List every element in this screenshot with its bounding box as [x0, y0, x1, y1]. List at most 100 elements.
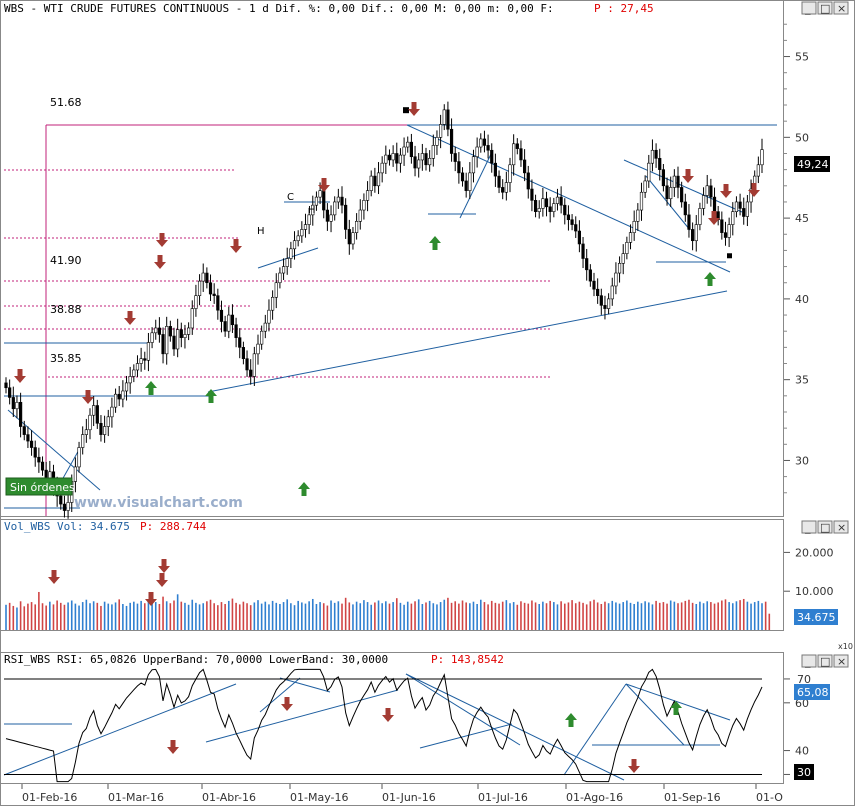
candle-body: [263, 322, 267, 332]
candle-body: [373, 175, 377, 187]
candle-body: [190, 308, 194, 329]
rsi-maximize-button[interactable]: [817, 654, 833, 668]
orders-badge[interactable]: [5, 477, 73, 496]
candle-body: [428, 158, 432, 166]
candle-body: [296, 235, 300, 242]
rsi-header: RSI_WBS RSI: 65,0826 UpperBand: 70,0000 …: [4, 653, 388, 666]
candle-body: [8, 387, 12, 398]
price-header-p: P : 27,45: [594, 2, 654, 15]
candle-body: [515, 143, 519, 149]
volume-close-button[interactable]: [833, 520, 849, 534]
date-tick-label: 01-Jun-16: [382, 791, 436, 804]
price-pane: [0, 0, 784, 517]
sell-signal-arrow: [156, 233, 168, 247]
volume-tick-label: 20.000: [795, 546, 834, 559]
volume-bars: [5, 591, 771, 630]
sell-signal-arrow: [382, 708, 394, 722]
level-label: 41.90: [50, 254, 82, 267]
rsi-line-b: [259, 677, 301, 713]
candle-body: [497, 175, 501, 188]
candle-body: [227, 314, 231, 332]
candle-body: [172, 335, 176, 350]
sell-signal-arrow: [48, 570, 60, 584]
candle-body: [26, 434, 30, 442]
sell-signal-arrow: [230, 239, 242, 253]
volume-last-value: 34.675: [797, 611, 836, 624]
candle-body: [205, 272, 209, 284]
rsi-rising-line-1: [3, 683, 237, 776]
rsi-close-button[interactable]: [833, 654, 849, 668]
buy-signal-arrow: [205, 389, 217, 403]
rsi-minimize-icon: _: [804, 655, 811, 668]
candle-body: [230, 314, 235, 326]
candle-body: [442, 109, 446, 125]
price-tick-label: 35: [795, 374, 809, 387]
orders-badge-label: Sin órdenes: [10, 481, 75, 494]
maximize-button[interactable]: [817, 1, 833, 15]
rsi-falling-line-2: [405, 673, 521, 746]
sell-signal-arrow: [682, 169, 694, 183]
sell-signal-arrow: [167, 740, 179, 754]
candle-body: [322, 190, 326, 211]
candle-body: [135, 363, 140, 371]
candle-body: [555, 196, 560, 204]
rsi-minimize-button[interactable]: [801, 654, 817, 668]
candle-body: [745, 201, 749, 217]
price-axis: 30 35 40 45 50 55: [784, 23, 809, 494]
candle-body: [150, 332, 154, 343]
date-tick-label: 01-Sep-16: [664, 791, 721, 804]
candle-body: [599, 295, 603, 306]
rsi-last-value-tag: [794, 684, 830, 700]
date-tick-label: 01-May-16: [290, 791, 348, 804]
candle-body: [628, 232, 633, 243]
candle-body: [376, 172, 381, 187]
date-tick-label: 01-Jul-16: [478, 791, 528, 804]
candle-body: [143, 358, 147, 361]
candle-body: [77, 447, 81, 468]
candle-body: [197, 280, 202, 296]
candle-body: [661, 169, 665, 187]
candle-body: [577, 230, 581, 245]
candle-body: [124, 382, 129, 392]
price-window-buttons: _ □ ×: [801, 1, 849, 15]
candle-body: [289, 248, 293, 259]
candle-body: [88, 414, 92, 431]
sell-signal-arrow: [708, 211, 720, 225]
buy-signal-arrow: [704, 272, 716, 286]
minimize-button[interactable]: [801, 1, 817, 15]
candle-body: [285, 258, 289, 267]
sell-signal-arrow: [318, 178, 330, 192]
rsi-line-a: [279, 677, 331, 693]
candle-body: [464, 180, 468, 191]
volume-minimize-button[interactable]: [801, 520, 817, 534]
candle-body: [680, 187, 684, 203]
candle-body: [588, 269, 592, 282]
volume-axis: 10.000 20.000: [784, 546, 834, 598]
price-last-value-tag: [794, 156, 830, 172]
candle-body: [340, 196, 344, 206]
candle-body: [387, 154, 392, 161]
candle-body: [267, 309, 271, 324]
candle-body: [734, 201, 739, 212]
candle-body: [183, 334, 187, 338]
rising-support-line: [207, 290, 728, 393]
candle-body: [271, 296, 275, 311]
volume-maximize-button[interactable]: [817, 520, 833, 534]
candle-body: [278, 272, 282, 284]
price-last-value: 49,24: [797, 158, 829, 171]
rsi-rising-line-3: [419, 723, 513, 749]
candle-body: [453, 153, 457, 162]
candle-body: [504, 182, 508, 193]
candle-body: [621, 253, 625, 264]
candle-body: [647, 162, 651, 182]
sep-upper-line: [623, 159, 743, 213]
candle-body: [157, 327, 161, 335]
rsi-maximize-icon: □: [820, 655, 830, 668]
volume-pane: [0, 519, 784, 631]
candle-body: [760, 149, 764, 166]
candle-body: [22, 426, 26, 435]
candle-body: [701, 195, 706, 209]
close-button[interactable]: [833, 1, 849, 15]
candle-body: [548, 206, 552, 212]
